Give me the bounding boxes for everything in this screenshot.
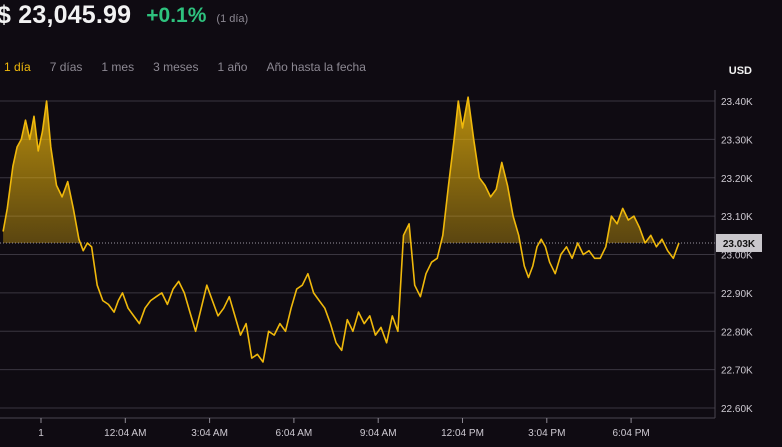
current-value-label: 23.03K [723, 239, 756, 250]
x-tick-label: 12:04 PM [441, 428, 484, 439]
tab-3-months[interactable]: 3 meses [153, 60, 199, 74]
y-tick-label: 23.00K [721, 251, 753, 262]
tab-ytd[interactable]: Año hasta la fecha [266, 60, 366, 74]
tab-7-days[interactable]: 7 días [49, 60, 83, 74]
x-tick-label: 9:04 AM [360, 428, 397, 439]
y-tick-label: 23.10K [721, 212, 753, 223]
y-tick-label: 22.90K [721, 289, 753, 300]
change-period: (1 día) [216, 13, 249, 25]
tab-1-year[interactable]: 1 año [217, 60, 248, 74]
x-tick-label: 1 [38, 428, 44, 439]
price-change: +0.1% [146, 4, 207, 27]
x-tick-label: 6:04 AM [276, 428, 313, 439]
x-tick-label: 12:04 AM [104, 428, 146, 439]
y-tick-label: 22.60K [721, 404, 753, 415]
y-tick-label: 23.20K [721, 174, 753, 185]
tab-1-day[interactable]: 1 día [4, 60, 31, 74]
y-tick-label: 23.30K [721, 135, 753, 146]
tab-1-month[interactable]: 1 mes [101, 60, 135, 74]
price-area-fill [3, 97, 664, 243]
x-tick-label: 6:04 PM [612, 428, 649, 439]
y-tick-label: 23.40K [721, 97, 753, 108]
x-tick-label: 3:04 AM [191, 428, 228, 439]
y-tick-label: 22.70K [721, 366, 753, 377]
y-tick-label: 22.80K [721, 327, 753, 338]
price-header: $ 23,045.99 +0.1% (1 día) [0, 0, 248, 36]
current-price: $ 23,045.99 [0, 1, 132, 29]
price-line [2, 96, 680, 363]
timeframe-tabs: 1 día 7 días 1 mes 3 meses 1 año Año has… [4, 60, 385, 74]
currency-label: USD [728, 65, 752, 77]
x-tick-label: 3:04 PM [528, 428, 565, 439]
current-value-tag [716, 233, 762, 252]
